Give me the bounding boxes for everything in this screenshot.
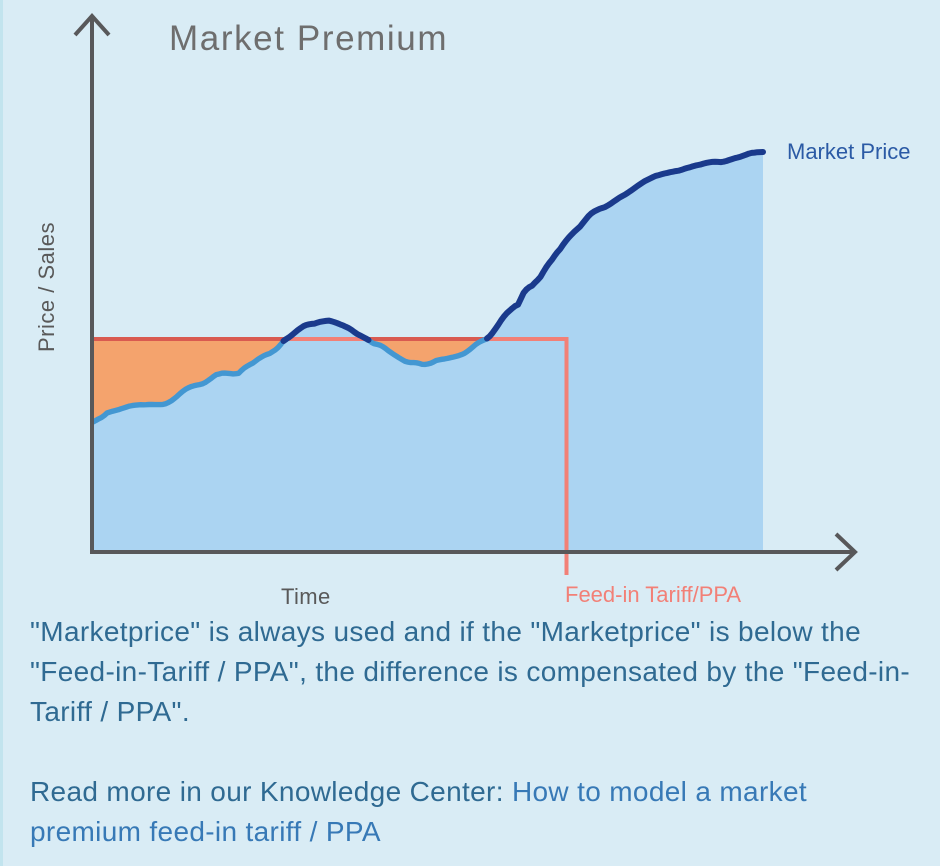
svg-text:Time: Time [281,584,331,609]
svg-text:Price / Sales: Price / Sales [34,222,59,352]
svg-text:Feed-in Tariff/PPA: Feed-in Tariff/PPA [565,582,741,607]
svg-text:Market Premium: Market Premium [169,19,448,58]
svg-text:Market Price: Market Price [787,139,910,164]
